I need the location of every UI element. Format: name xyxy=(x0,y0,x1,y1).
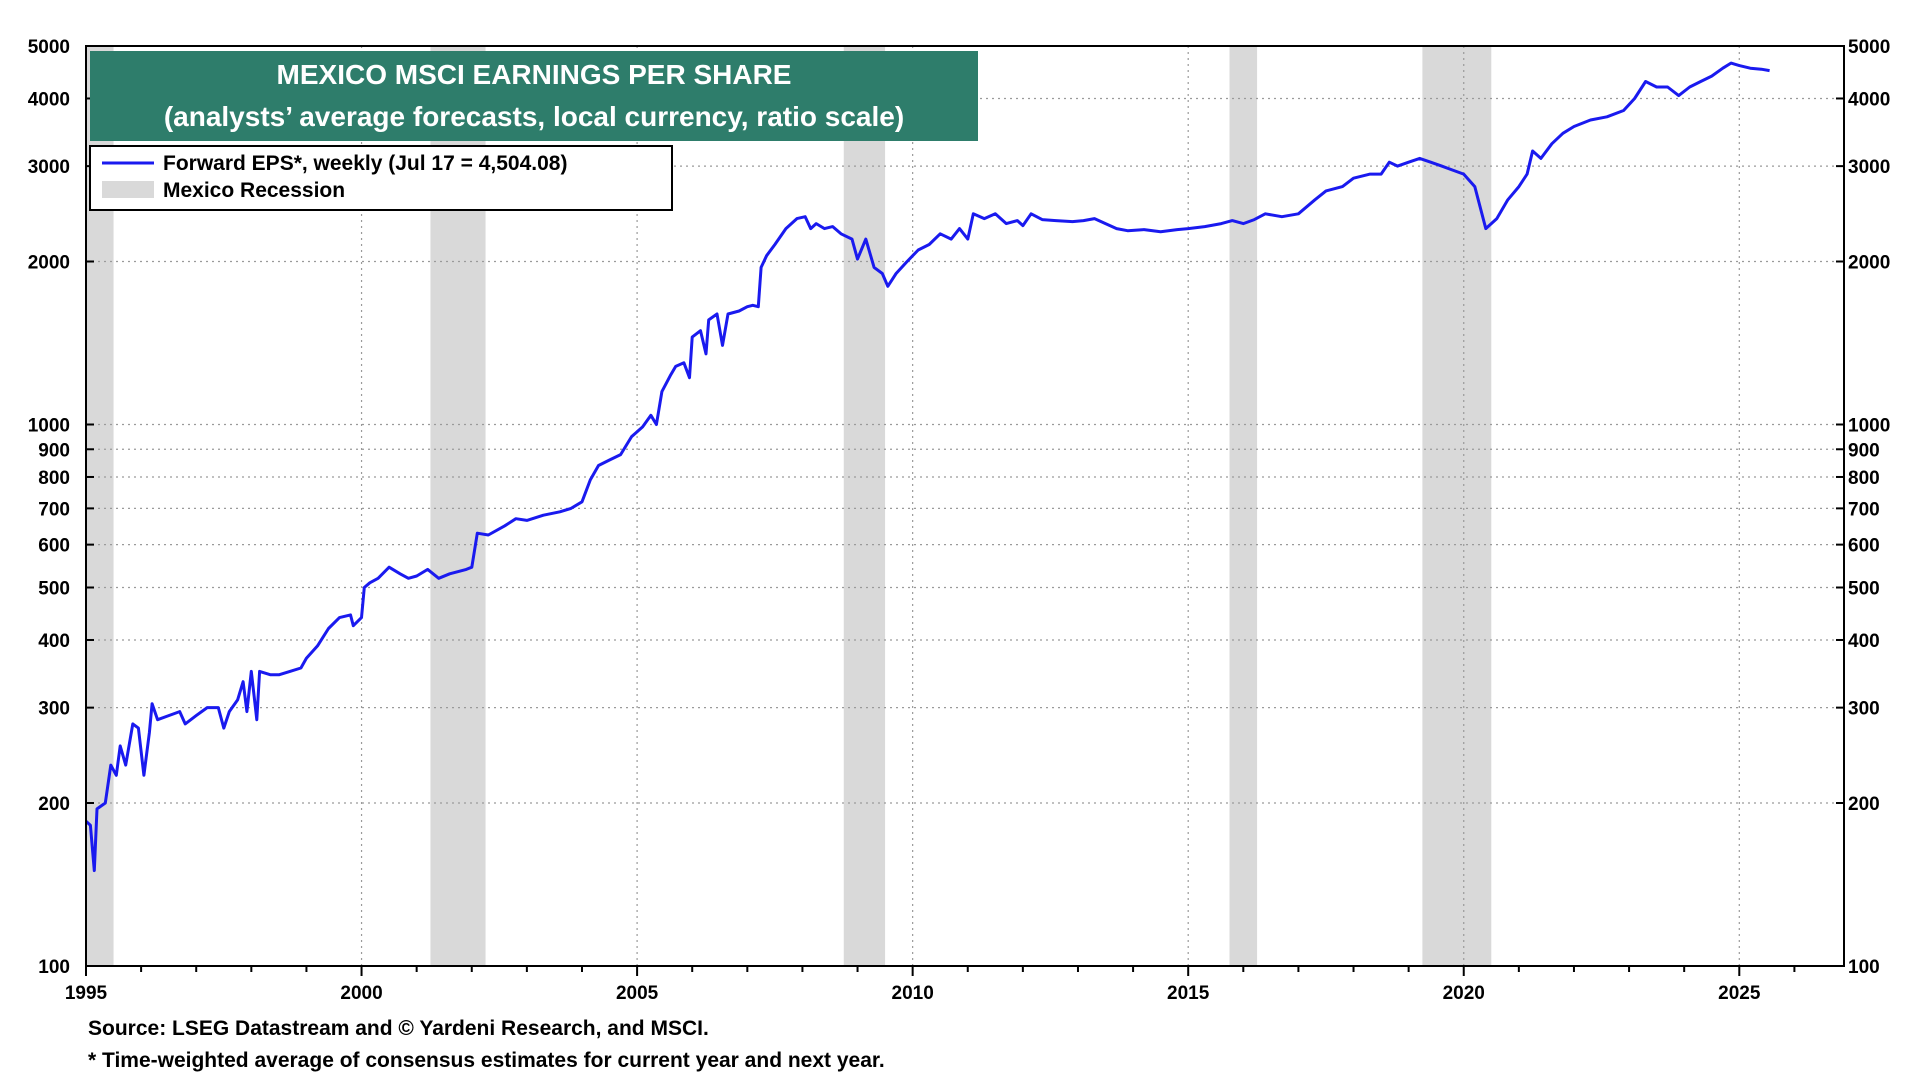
y-tick-label-left: 5000 xyxy=(28,37,70,58)
y-tick-label-left: 100 xyxy=(38,957,70,978)
y-tick-label-left: 700 xyxy=(38,499,70,520)
y-tick-label-left: 2000 xyxy=(28,252,70,273)
y-tick-label-left: 4000 xyxy=(28,89,70,110)
chart-subtitle: (analysts’ average forecasts, local curr… xyxy=(164,101,904,132)
x-tick-label: 2000 xyxy=(340,983,382,1004)
y-tick-label-left: 600 xyxy=(38,536,70,557)
y-tick-label-left: 900 xyxy=(38,440,70,461)
legend-recession-label: Mexico Recession xyxy=(163,179,345,202)
y-tick-label-right: 600 xyxy=(1848,536,1880,557)
legend-eps-label: Forward EPS*, weekly (Jul 17 = 4,504.08) xyxy=(163,152,567,175)
eps-line xyxy=(85,61,1770,873)
plot-frame xyxy=(85,45,1845,967)
x-tick-label: 2025 xyxy=(1718,983,1761,1004)
recession-band xyxy=(1422,46,1492,966)
y-tick-label-right: 3000 xyxy=(1848,157,1890,178)
y-tick-label-left: 800 xyxy=(38,468,70,489)
y-tick-label-right: 900 xyxy=(1848,440,1880,461)
x-tick-label: 1995 xyxy=(65,983,108,1004)
y-tick-label-right: 800 xyxy=(1848,468,1880,489)
x-tick-label: 2010 xyxy=(892,983,934,1004)
legend: Forward EPS*, weekly (Jul 17 = 4,504.08)… xyxy=(89,145,673,211)
source-note: Source: LSEG Datastream and © Yardeni Re… xyxy=(88,1017,709,1040)
y-tick-label-right: 1000 xyxy=(1848,415,1890,436)
y-tick-label-left: 500 xyxy=(38,579,70,600)
y-tick-label-left: 3000 xyxy=(28,157,70,178)
y-tick-label-left: 400 xyxy=(38,631,70,652)
chart-title: MEXICO MSCI EARNINGS PER SHARE xyxy=(277,59,792,90)
x-tick-label: 2005 xyxy=(616,983,659,1004)
y-tick-label-left: 1000 xyxy=(28,415,70,436)
y-tick-label-left: 200 xyxy=(38,794,70,815)
axis-ticks: 100 100 200 200 300 300 400 400 500 500 600 600 700 7… xyxy=(28,37,1891,1004)
legend-box xyxy=(89,145,673,211)
y-tick-label-right: 400 xyxy=(1848,631,1880,652)
grid-lines xyxy=(86,46,1844,966)
y-tick-label-right: 4000 xyxy=(1848,89,1890,110)
y-tick-label-right: 700 xyxy=(1848,499,1880,520)
footnote: * Time-weighted average of consensus est… xyxy=(88,1049,885,1072)
y-tick-label-left: 300 xyxy=(38,699,70,720)
legend-recession-swatch xyxy=(102,181,154,198)
y-tick-label-right: 300 xyxy=(1848,699,1880,720)
y-tick-label-right: 2000 xyxy=(1848,252,1890,273)
title-box: MEXICO MSCI EARNINGS PER SHARE (analysts… xyxy=(90,51,978,141)
y-tick-label-right: 200 xyxy=(1848,794,1880,815)
x-tick-label: 2020 xyxy=(1443,983,1485,1004)
recession-band xyxy=(843,46,886,966)
x-tick-label: 2015 xyxy=(1167,983,1210,1004)
y-tick-label-right: 100 xyxy=(1848,957,1880,978)
title-box-background xyxy=(90,51,978,141)
recession-band xyxy=(1229,46,1258,966)
y-tick-label-right: 500 xyxy=(1848,579,1880,600)
y-tick-label-right: 5000 xyxy=(1848,37,1890,58)
